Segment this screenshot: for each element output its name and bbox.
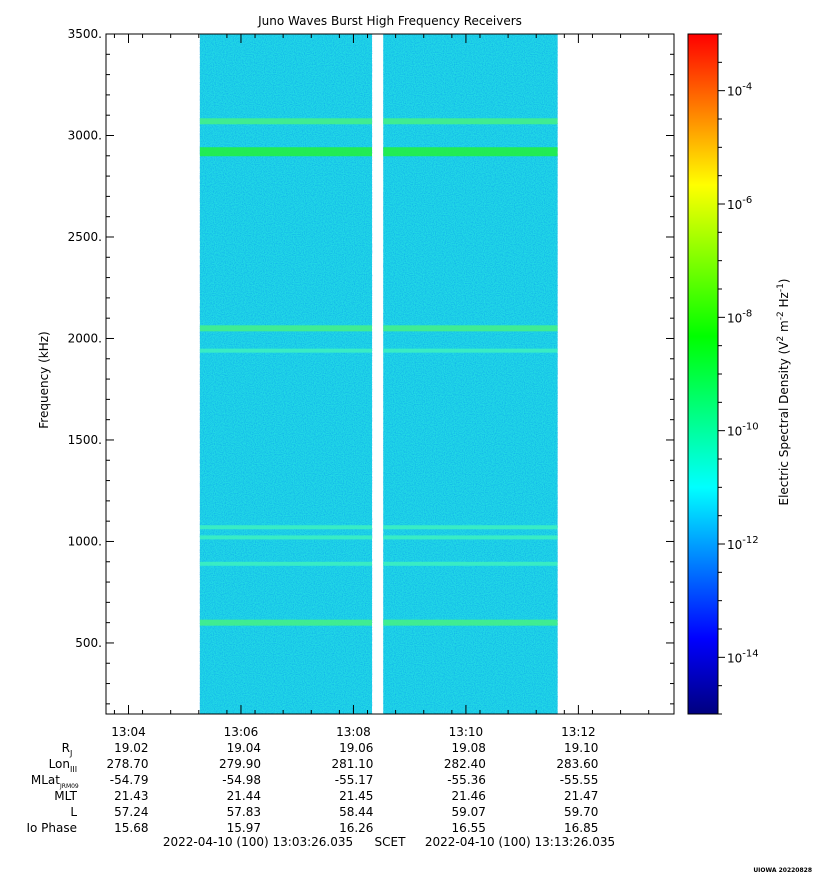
- ephemeris-label-subscript: III: [70, 765, 77, 774]
- ephemeris-value: 59.70: [564, 805, 598, 819]
- ephemeris-value: 21.46: [452, 789, 486, 803]
- colorbar-label: Electric Spectral Density (V2 m-2 Hz-1): [776, 278, 791, 505]
- emission-band: [383, 525, 558, 530]
- ephemeris-value: 279.90: [219, 757, 261, 771]
- ephemeris-table: R J 19.02 19.04 19.06 19.08 19.10 Lon III 278.70 2…: [26, 741, 598, 835]
- emission-band: [199, 561, 373, 566]
- ephemeris-value: 21.47: [564, 789, 598, 803]
- colorbar-tick-label: 10-12: [727, 535, 759, 552]
- ephemeris-value: 278.70: [106, 757, 148, 771]
- ephemeris-value: 57.24: [114, 805, 148, 819]
- ephemeris-value: 282.40: [444, 757, 486, 771]
- colorbar-tick-label: 10-10: [727, 422, 759, 439]
- ephemeris-row: Lon III 278.70 279.90 281.10 282.40 283.60: [49, 757, 599, 774]
- plot-area: 500. 1000. 1500. 2000. 2500. 3000. 3500. 13:04…: [68, 27, 675, 739]
- ephemeris-value: 19.06: [339, 741, 373, 755]
- ephemeris-value: 57.83: [227, 805, 261, 819]
- ephemeris-value: -55.17: [335, 773, 374, 787]
- emission-band: [199, 118, 373, 125]
- ephemeris-value: 16.55: [452, 821, 486, 835]
- x-tick-label: 13:12: [561, 725, 596, 739]
- colorbar-tick-label: 10-14: [727, 648, 759, 665]
- ephemeris-value: 19.08: [452, 741, 486, 755]
- time-start: 2022-04-10 (100) 13:03:26.035: [163, 835, 353, 849]
- ephemeris-value: -55.55: [560, 773, 599, 787]
- ephemeris-value: 21.44: [227, 789, 261, 803]
- time-axis-label: SCET: [375, 835, 407, 849]
- spectrogram-block: [199, 34, 373, 714]
- ephemeris-row: MLat JRM09 -54.79 -54.98 -55.17 -55.36 -55.55: [31, 773, 599, 790]
- ephemeris-value: 21.43: [114, 789, 148, 803]
- x-tick-label: 13:08: [336, 725, 371, 739]
- y-tick-label: 3500.: [68, 27, 102, 41]
- emission-band: [383, 118, 558, 125]
- emission-band: [199, 147, 373, 157]
- ephemeris-value: 15.97: [227, 821, 261, 835]
- y-axis-label: Frequency (kHz): [37, 331, 51, 428]
- emission-band: [383, 325, 558, 332]
- ephemeris-value: 283.60: [556, 757, 598, 771]
- emission-band: [199, 619, 373, 626]
- emission-band: [383, 619, 558, 626]
- x-tick-label: 13:10: [449, 725, 484, 739]
- ephemeris-value: 58.44: [339, 805, 373, 819]
- y-tick-label: 500.: [75, 636, 102, 650]
- y-tick-label: 1000.: [68, 534, 102, 548]
- chart-title: Juno Waves Burst High Frequency Receiver…: [257, 14, 522, 28]
- ephemeris-label: L: [70, 805, 77, 819]
- ephemeris-row: Io Phase 15.68 15.97 16.26 16.55 16.85: [26, 821, 598, 835]
- spectrogram-block: [383, 34, 558, 714]
- y-tick-label: 3000.: [68, 128, 102, 142]
- ephemeris-value: 16.26: [339, 821, 373, 835]
- ephemeris-value: 59.07: [452, 805, 486, 819]
- emission-band: [383, 535, 558, 540]
- time-range-footer: 2022-04-10 (100) 13:03:26.035 SCET 2022-…: [163, 835, 615, 849]
- y-tick-label: 1500.: [68, 433, 102, 447]
- spectrogram-noise: [383, 34, 558, 714]
- ephemeris-label: R: [62, 741, 70, 755]
- ephemeris-value: 281.10: [331, 757, 373, 771]
- ephemeris-value: 21.45: [339, 789, 373, 803]
- ephemeris-label-subscript: J: [69, 749, 72, 758]
- time-end: 2022-04-10 (100) 13:13:26.035: [425, 835, 615, 849]
- ephemeris-label: Io Phase: [26, 821, 77, 835]
- ephemeris-label-subscript: JRM09: [59, 783, 79, 790]
- emission-band: [383, 561, 558, 566]
- ephemeris-label: Lon: [49, 757, 70, 771]
- ephemeris-row: MLT 21.43 21.44 21.45 21.46 21.47: [54, 789, 598, 803]
- ephemeris-label: MLat: [31, 773, 60, 787]
- emission-band: [199, 525, 373, 530]
- emission-band: [383, 348, 558, 353]
- credit-stamp: UIOWA 20220828: [753, 867, 812, 874]
- ephemeris-value: 19.02: [114, 741, 148, 755]
- emission-band: [199, 535, 373, 540]
- plot-frame: [105, 33, 675, 715]
- colorbar-tick-label: 10-4: [727, 82, 752, 99]
- x-tick-label: 13:06: [224, 725, 259, 739]
- ephemeris-value: -54.79: [110, 773, 149, 787]
- y-tick-label: 2500.: [68, 230, 102, 244]
- ephemeris-row: R J 19.02 19.04 19.06 19.08 19.10: [62, 741, 599, 758]
- x-tick-label: 13:04: [111, 725, 146, 739]
- ephemeris-value: -54.98: [222, 773, 261, 787]
- emission-band: [383, 147, 558, 157]
- emission-band: [199, 325, 373, 332]
- ephemeris-value: 16.85: [564, 821, 598, 835]
- emission-band: [199, 348, 373, 353]
- ephemeris-label: MLT: [54, 789, 77, 803]
- ephemeris-value: 19.04: [227, 741, 261, 755]
- ephemeris-row: L 57.24 57.83 58.44 59.07 59.70: [70, 805, 598, 819]
- colorbar-gradient: [688, 34, 718, 714]
- colorbar-tick-label: 10-8: [727, 308, 752, 325]
- ephemeris-value: 15.68: [114, 821, 148, 835]
- y-tick-label: 2000.: [68, 331, 102, 345]
- ephemeris-value: 19.10: [564, 741, 598, 755]
- colorbar: 10-4 10-6 10-8 10-10 10-12 10-14: [687, 33, 759, 715]
- ephemeris-value: -55.36: [447, 773, 486, 787]
- spectrogram-noise: [199, 34, 373, 714]
- colorbar-tick-label: 10-6: [727, 195, 752, 212]
